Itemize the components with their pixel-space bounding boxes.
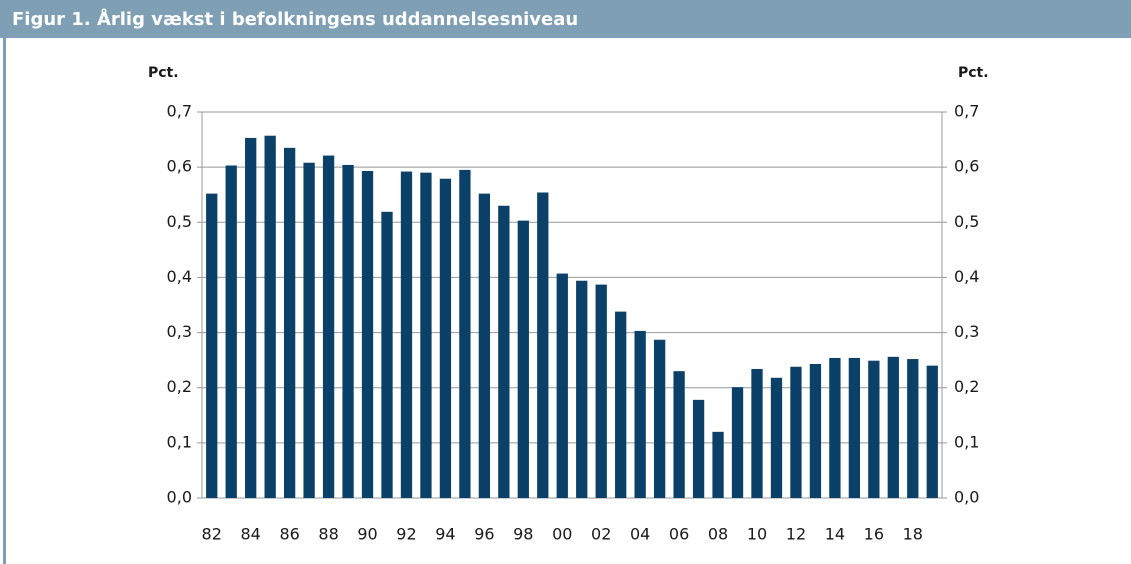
bar [926,365,938,498]
bar [264,135,276,498]
bar [731,387,744,498]
y-tick-label: 0,6 [167,157,192,176]
x-tick-label: 90 [357,525,377,544]
x-tick-label: 04 [630,525,650,544]
y-axis-label: Pct. [148,65,179,81]
bar [381,211,393,498]
x-tick-label: 06 [669,525,689,544]
y2-axis-label: Pct. [958,65,989,81]
x-tick-label: 86 [279,525,299,544]
bar [615,311,627,498]
bar [673,371,685,498]
y-tick-label: 0,3 [167,322,192,341]
x-tick-label: 00 [552,525,572,544]
bar [303,162,315,498]
bar [556,273,568,498]
bar [712,431,724,498]
bar [420,172,432,498]
bar [809,364,822,498]
bar [225,165,237,498]
bar [342,164,354,499]
y2-tick-label: 0,1 [954,432,979,451]
bar [770,377,783,498]
y2-tick-label: 0,5 [954,212,979,231]
bar [653,339,666,498]
y2-tick-label: 0,3 [954,322,979,341]
y2-tick-label: 0,0 [954,488,979,507]
bar [206,193,218,498]
x-tick-label: 02 [591,525,611,544]
bar [887,356,899,498]
x-tick-label: 12 [786,525,806,544]
chart-title: Figur 1. Årlig vækst i befolkningens udd… [12,7,578,30]
bar [907,359,919,498]
bar [361,171,374,498]
y-tick-label: 0,2 [167,377,192,396]
bar [576,280,588,498]
x-tick-label: 82 [202,525,222,544]
bar [751,368,763,498]
bar [283,147,296,499]
bar [595,284,607,498]
header-bar [0,0,1131,38]
x-tick-label: 18 [903,525,923,544]
bar [634,330,646,498]
bar [517,220,529,499]
bar [848,357,861,498]
bar [692,399,705,498]
bar [322,155,335,498]
y-tick-label: 0,1 [167,432,192,451]
x-tick-label: 94 [435,525,455,544]
y2-tick-label: 0,4 [954,267,979,286]
x-tick-label: 16 [864,525,884,544]
bar [829,357,841,498]
bar [498,205,510,498]
bar [439,178,452,499]
x-tick-label: 88 [318,525,338,544]
x-tick-label: 14 [825,525,845,544]
left-border [3,38,6,564]
bar [478,193,491,498]
bar [537,192,549,498]
bar [868,360,880,498]
x-tick-label: 96 [474,525,494,544]
x-tick-label: 98 [513,525,533,544]
bar [245,137,257,498]
y-tick-label: 0,0 [167,488,192,507]
y2-tick-label: 0,6 [954,157,979,176]
x-tick-label: 10 [747,525,767,544]
y2-tick-label: 0,7 [954,102,979,121]
y-tick-label: 0,7 [167,102,192,121]
bar [459,169,471,498]
y2-tick-label: 0,2 [954,377,979,396]
y-tick-label: 0,5 [167,212,192,231]
x-tick-label: 92 [396,525,416,544]
x-tick-label: 84 [241,525,261,544]
bar [790,366,802,498]
x-tick-label: 08 [708,525,728,544]
bar [400,171,413,498]
y-tick-label: 0,4 [167,267,192,286]
